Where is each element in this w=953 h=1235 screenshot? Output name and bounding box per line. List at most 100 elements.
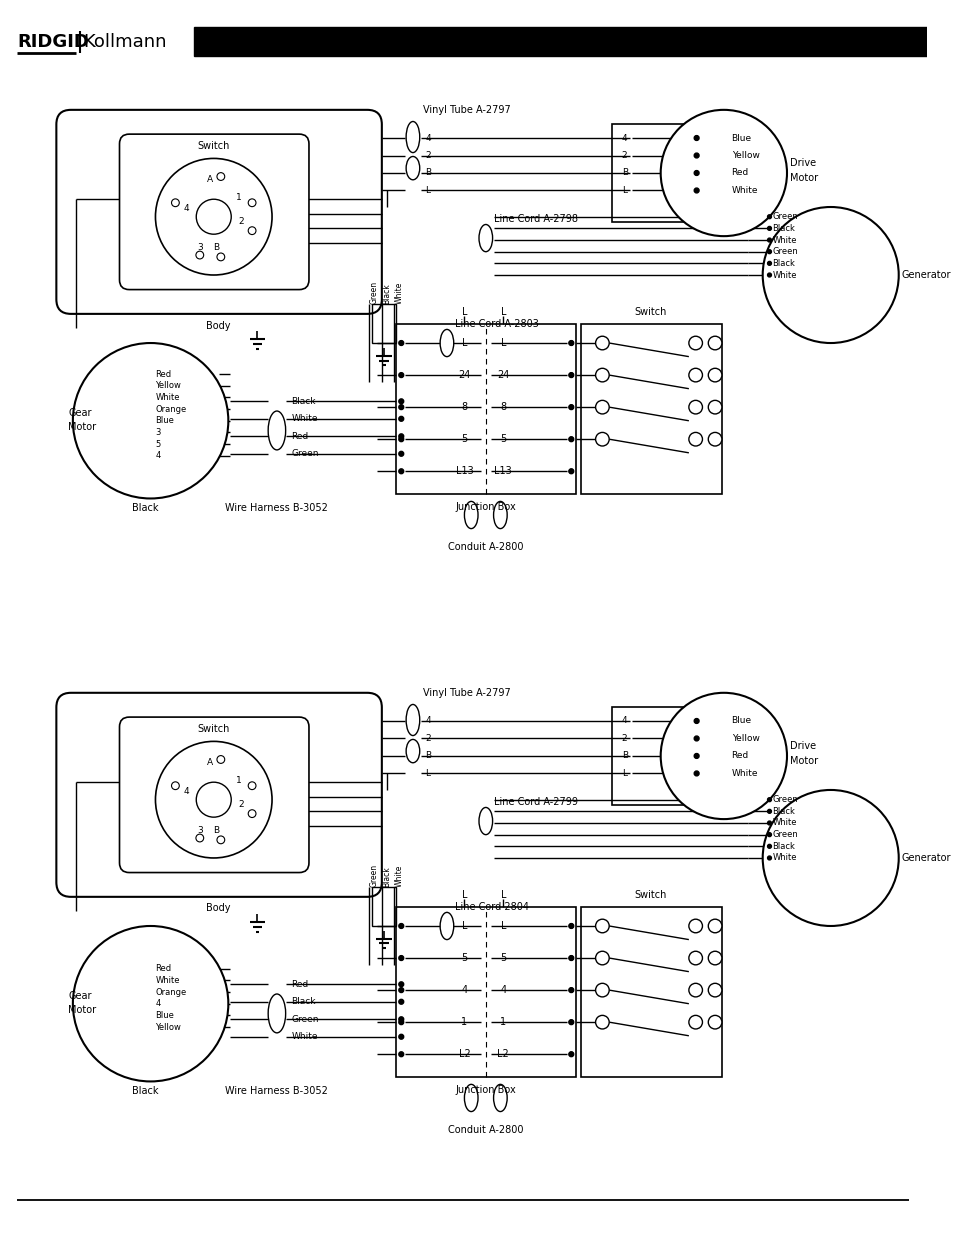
Circle shape xyxy=(707,919,721,932)
Text: 4: 4 xyxy=(621,716,627,725)
Circle shape xyxy=(72,343,228,499)
Circle shape xyxy=(568,405,573,410)
Text: B: B xyxy=(425,168,432,178)
Text: Kollmann: Kollmann xyxy=(84,33,167,51)
Text: 24: 24 xyxy=(497,370,509,380)
Text: Generator: Generator xyxy=(901,270,950,280)
Text: White: White xyxy=(772,236,796,245)
Text: Green: Green xyxy=(369,282,378,304)
Circle shape xyxy=(569,1052,573,1056)
Text: White: White xyxy=(731,769,758,778)
Text: White: White xyxy=(292,1032,317,1041)
Text: White: White xyxy=(731,186,758,195)
Text: White: White xyxy=(395,864,403,887)
Text: Green: Green xyxy=(772,247,798,256)
Text: Motor: Motor xyxy=(789,173,817,183)
Text: 2: 2 xyxy=(238,217,244,226)
Text: Yellow: Yellow xyxy=(731,734,759,743)
Bar xyxy=(372,887,396,926)
Circle shape xyxy=(568,1020,573,1025)
Text: White: White xyxy=(292,414,317,424)
Circle shape xyxy=(694,771,699,776)
Text: Green: Green xyxy=(369,864,378,887)
Circle shape xyxy=(568,988,573,993)
Circle shape xyxy=(767,832,771,836)
Text: 8: 8 xyxy=(499,403,506,412)
Text: Yellow: Yellow xyxy=(731,151,759,161)
Circle shape xyxy=(595,919,609,932)
Text: Line Cord A-2798: Line Cord A-2798 xyxy=(493,214,577,224)
Circle shape xyxy=(398,437,403,442)
Text: L: L xyxy=(461,890,467,900)
Circle shape xyxy=(688,432,701,446)
Circle shape xyxy=(398,373,403,378)
Text: Motor: Motor xyxy=(68,1004,96,1014)
Text: L: L xyxy=(500,338,505,348)
Circle shape xyxy=(694,736,699,741)
Text: L2: L2 xyxy=(497,1050,509,1060)
Text: A: A xyxy=(207,758,213,767)
Text: Line Cord A-2803: Line Cord A-2803 xyxy=(455,319,538,329)
Ellipse shape xyxy=(464,501,477,529)
Text: 5: 5 xyxy=(499,953,506,963)
Text: Body: Body xyxy=(206,321,231,331)
Text: 1: 1 xyxy=(236,193,242,201)
Circle shape xyxy=(761,207,898,343)
Text: 4: 4 xyxy=(425,133,431,142)
Ellipse shape xyxy=(478,808,492,835)
Text: 2: 2 xyxy=(238,800,244,809)
Text: Vinyl Tube A-2797: Vinyl Tube A-2797 xyxy=(422,688,510,698)
Text: 2: 2 xyxy=(621,151,627,161)
Circle shape xyxy=(595,368,609,382)
Text: Blue: Blue xyxy=(155,416,174,425)
Circle shape xyxy=(398,416,403,421)
Circle shape xyxy=(569,988,573,992)
Circle shape xyxy=(707,951,721,965)
Text: 4: 4 xyxy=(499,986,506,995)
Circle shape xyxy=(248,199,255,206)
Bar xyxy=(612,125,699,221)
Text: Red: Red xyxy=(155,965,172,973)
Circle shape xyxy=(398,988,403,993)
Text: 5: 5 xyxy=(461,953,467,963)
Text: Black: Black xyxy=(382,283,391,304)
Circle shape xyxy=(398,999,403,1004)
Circle shape xyxy=(694,753,699,758)
Text: Drive: Drive xyxy=(789,158,815,168)
Text: 2: 2 xyxy=(425,734,431,743)
Circle shape xyxy=(568,956,573,961)
Text: Black: Black xyxy=(772,224,795,233)
Circle shape xyxy=(172,199,179,206)
Text: Black: Black xyxy=(292,396,315,406)
Text: Yellow: Yellow xyxy=(155,382,181,390)
Text: 5: 5 xyxy=(499,435,506,445)
Circle shape xyxy=(688,1015,701,1029)
Circle shape xyxy=(694,153,699,158)
FancyBboxPatch shape xyxy=(56,110,381,314)
Circle shape xyxy=(767,798,771,802)
Text: Switch: Switch xyxy=(197,724,230,734)
Circle shape xyxy=(707,336,721,350)
Circle shape xyxy=(72,926,228,1082)
Circle shape xyxy=(707,983,721,997)
Circle shape xyxy=(195,834,204,842)
Text: 2: 2 xyxy=(621,734,627,743)
Circle shape xyxy=(398,451,403,456)
Circle shape xyxy=(595,983,609,997)
Circle shape xyxy=(155,741,272,858)
Text: 4: 4 xyxy=(621,133,627,142)
Ellipse shape xyxy=(439,913,454,940)
Text: 4: 4 xyxy=(155,451,160,461)
Ellipse shape xyxy=(478,225,492,252)
Circle shape xyxy=(767,845,771,848)
Circle shape xyxy=(568,1052,573,1057)
Text: Black: Black xyxy=(772,259,795,268)
Circle shape xyxy=(569,1020,573,1024)
Text: L: L xyxy=(621,186,626,195)
Circle shape xyxy=(767,238,771,242)
Text: Black: Black xyxy=(772,842,795,851)
Text: 1: 1 xyxy=(499,1018,506,1028)
Ellipse shape xyxy=(439,330,454,357)
Ellipse shape xyxy=(464,1084,477,1112)
Text: 4: 4 xyxy=(184,788,189,797)
